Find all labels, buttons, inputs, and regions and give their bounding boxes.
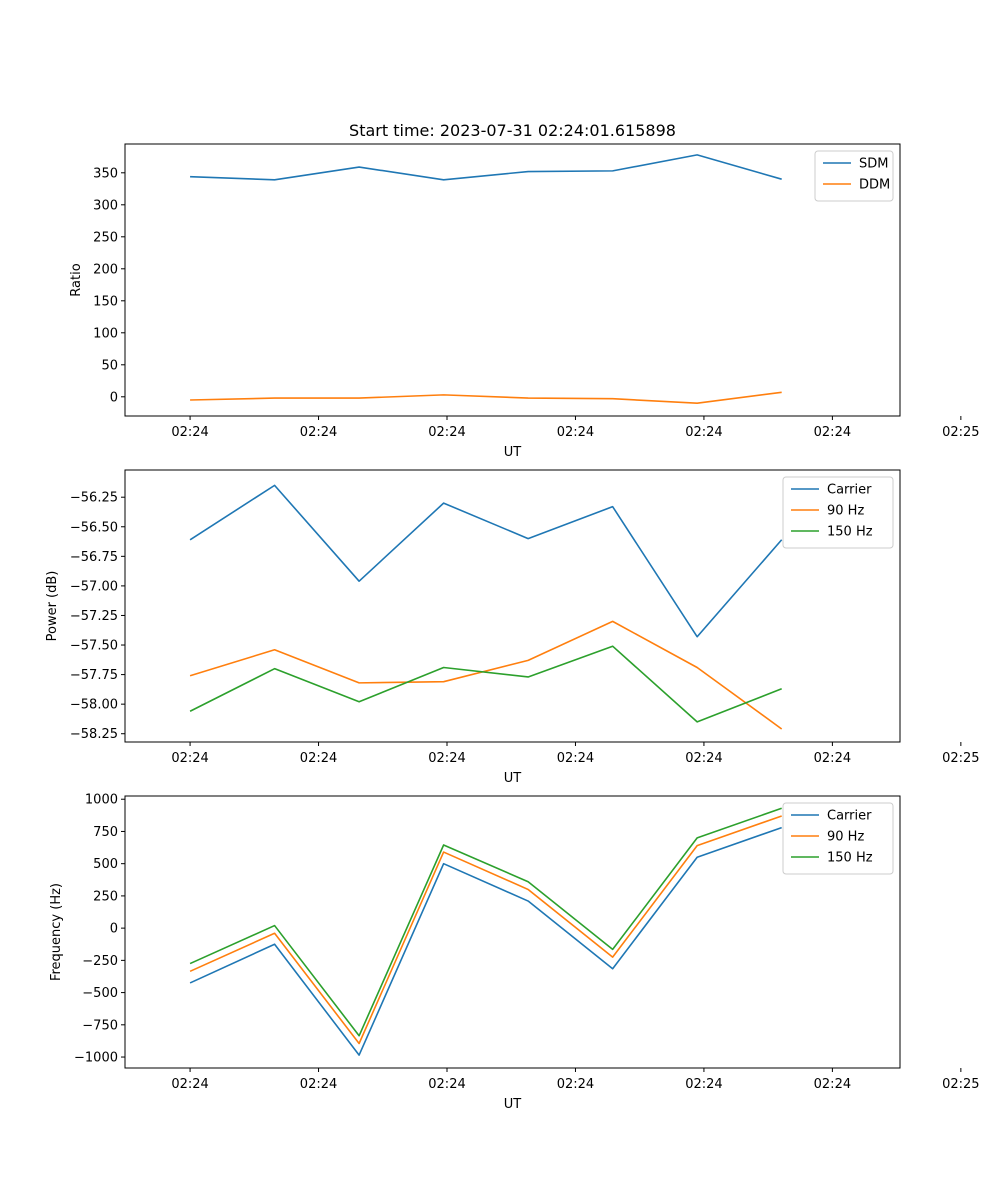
- x-tick-label: 02:24: [171, 751, 208, 766]
- series-line-sdm: [190, 154, 782, 181]
- series-line-90-hz: [189, 815, 782, 1045]
- x-tick-label: 02:24: [171, 425, 208, 440]
- y-tick-label: −57.00: [70, 579, 118, 594]
- series-line-carrier: [189, 484, 783, 638]
- y-tick-label: −58.00: [70, 698, 118, 713]
- y-tick-label: 0: [110, 922, 118, 937]
- x-tick-label: 02:24: [428, 751, 465, 766]
- y-tick-label: −58.25: [70, 727, 118, 742]
- y-tick-label: 250: [93, 889, 118, 904]
- x-tick-label: 02:24: [428, 425, 465, 440]
- legend-label: 90 Hz: [827, 504, 864, 519]
- y-tick-label: −57.25: [70, 609, 118, 624]
- y-axis-label: Power (dB): [45, 571, 60, 642]
- series-line-150-hz: [189, 645, 782, 723]
- x-tick-label: 02:25: [942, 1077, 979, 1092]
- y-tick-label: −57.50: [70, 639, 118, 654]
- y-tick-label: −56.75: [70, 550, 118, 565]
- legend-label: SDM: [859, 157, 888, 172]
- series-line-carrier: [189, 826, 782, 1056]
- legend-label: 150 Hz: [827, 851, 873, 866]
- x-tick-label: 02:24: [300, 751, 337, 766]
- x-axis-label: UT: [504, 445, 522, 460]
- y-tick-label: −56.25: [70, 491, 118, 506]
- legend-label: DDM: [859, 178, 890, 193]
- y-tick-label: 1000: [85, 793, 118, 808]
- legend: Carrier 90 Hz 150 Hz: [782, 802, 894, 875]
- plot-area: [124, 795, 901, 1069]
- y-tick-label: −500: [82, 986, 118, 1001]
- plot-area: [124, 469, 901, 743]
- y-tick-label: 500: [93, 857, 118, 872]
- y-axis-label: Frequency (Hz): [49, 883, 64, 981]
- y-tick-label: 0: [110, 390, 118, 405]
- legend-label: Carrier: [827, 809, 872, 824]
- y-tick-label: 300: [93, 198, 118, 213]
- legend: SDM DDM: [814, 150, 894, 202]
- y-tick-label: −250: [82, 954, 118, 969]
- y-tick-label: −57.75: [70, 668, 118, 683]
- y-tick-label: 100: [93, 326, 118, 341]
- x-axis-label: UT: [504, 771, 522, 786]
- legend-label: Carrier: [827, 483, 872, 498]
- x-tick-label: 02:24: [814, 1077, 851, 1092]
- x-tick-label: 02:24: [300, 425, 337, 440]
- plot-area: [124, 143, 901, 417]
- y-tick-label: −750: [82, 1018, 118, 1033]
- series-line-ddm: [190, 391, 782, 405]
- x-tick-label: 02:24: [557, 751, 594, 766]
- chart-panel-3: −1000 −750 −500 −250 0 250 500 750 1000 02:24 02:2…: [49, 793, 980, 1112]
- series-line-150-hz: [189, 807, 782, 1037]
- y-tick-label: 200: [93, 262, 118, 277]
- chart-panel-2: −58.25 −58.00 −57.75 −57.50 −57.25 −57.00 −56.…: [45, 469, 980, 786]
- y-tick-label: 150: [93, 294, 118, 309]
- x-tick-label: 02:24: [685, 425, 722, 440]
- x-tick-label: 02:24: [171, 1077, 208, 1092]
- y-tick-label: −56.50: [70, 520, 118, 535]
- y-tick-label: 350: [93, 166, 118, 181]
- y-tick-label: 750: [93, 825, 118, 840]
- legend-label: 90 Hz: [827, 830, 864, 845]
- series-line-90-hz: [189, 620, 783, 730]
- y-tick-label: 250: [93, 230, 118, 245]
- legend-label: 150 Hz: [827, 525, 873, 540]
- y-tick-label: −1000: [74, 1051, 118, 1066]
- y-axis-label: Ratio: [69, 263, 84, 296]
- x-tick-label: 02:24: [428, 1077, 465, 1092]
- x-tick-label: 02:24: [300, 1077, 337, 1092]
- x-tick-label: 02:25: [942, 751, 979, 766]
- figure-title: Start time: 2023-07-31 02:24:01.615898: [349, 121, 676, 140]
- x-tick-label: 02:24: [685, 751, 722, 766]
- x-tick-label: 02:25: [942, 425, 979, 440]
- x-tick-label: 02:24: [814, 751, 851, 766]
- x-tick-label: 02:24: [557, 425, 594, 440]
- x-axis-label: UT: [504, 1097, 522, 1112]
- x-tick-label: 02:24: [814, 425, 851, 440]
- legend: Carrier 90 Hz 150 Hz: [782, 476, 894, 549]
- x-tick-label: 02:24: [557, 1077, 594, 1092]
- y-tick-label: 50: [101, 358, 118, 373]
- chart-panel-1: 0 50 100 150 200 250 300 350 02:24 02:24 02:24 02:2…: [69, 143, 980, 460]
- x-tick-label: 02:24: [685, 1077, 722, 1092]
